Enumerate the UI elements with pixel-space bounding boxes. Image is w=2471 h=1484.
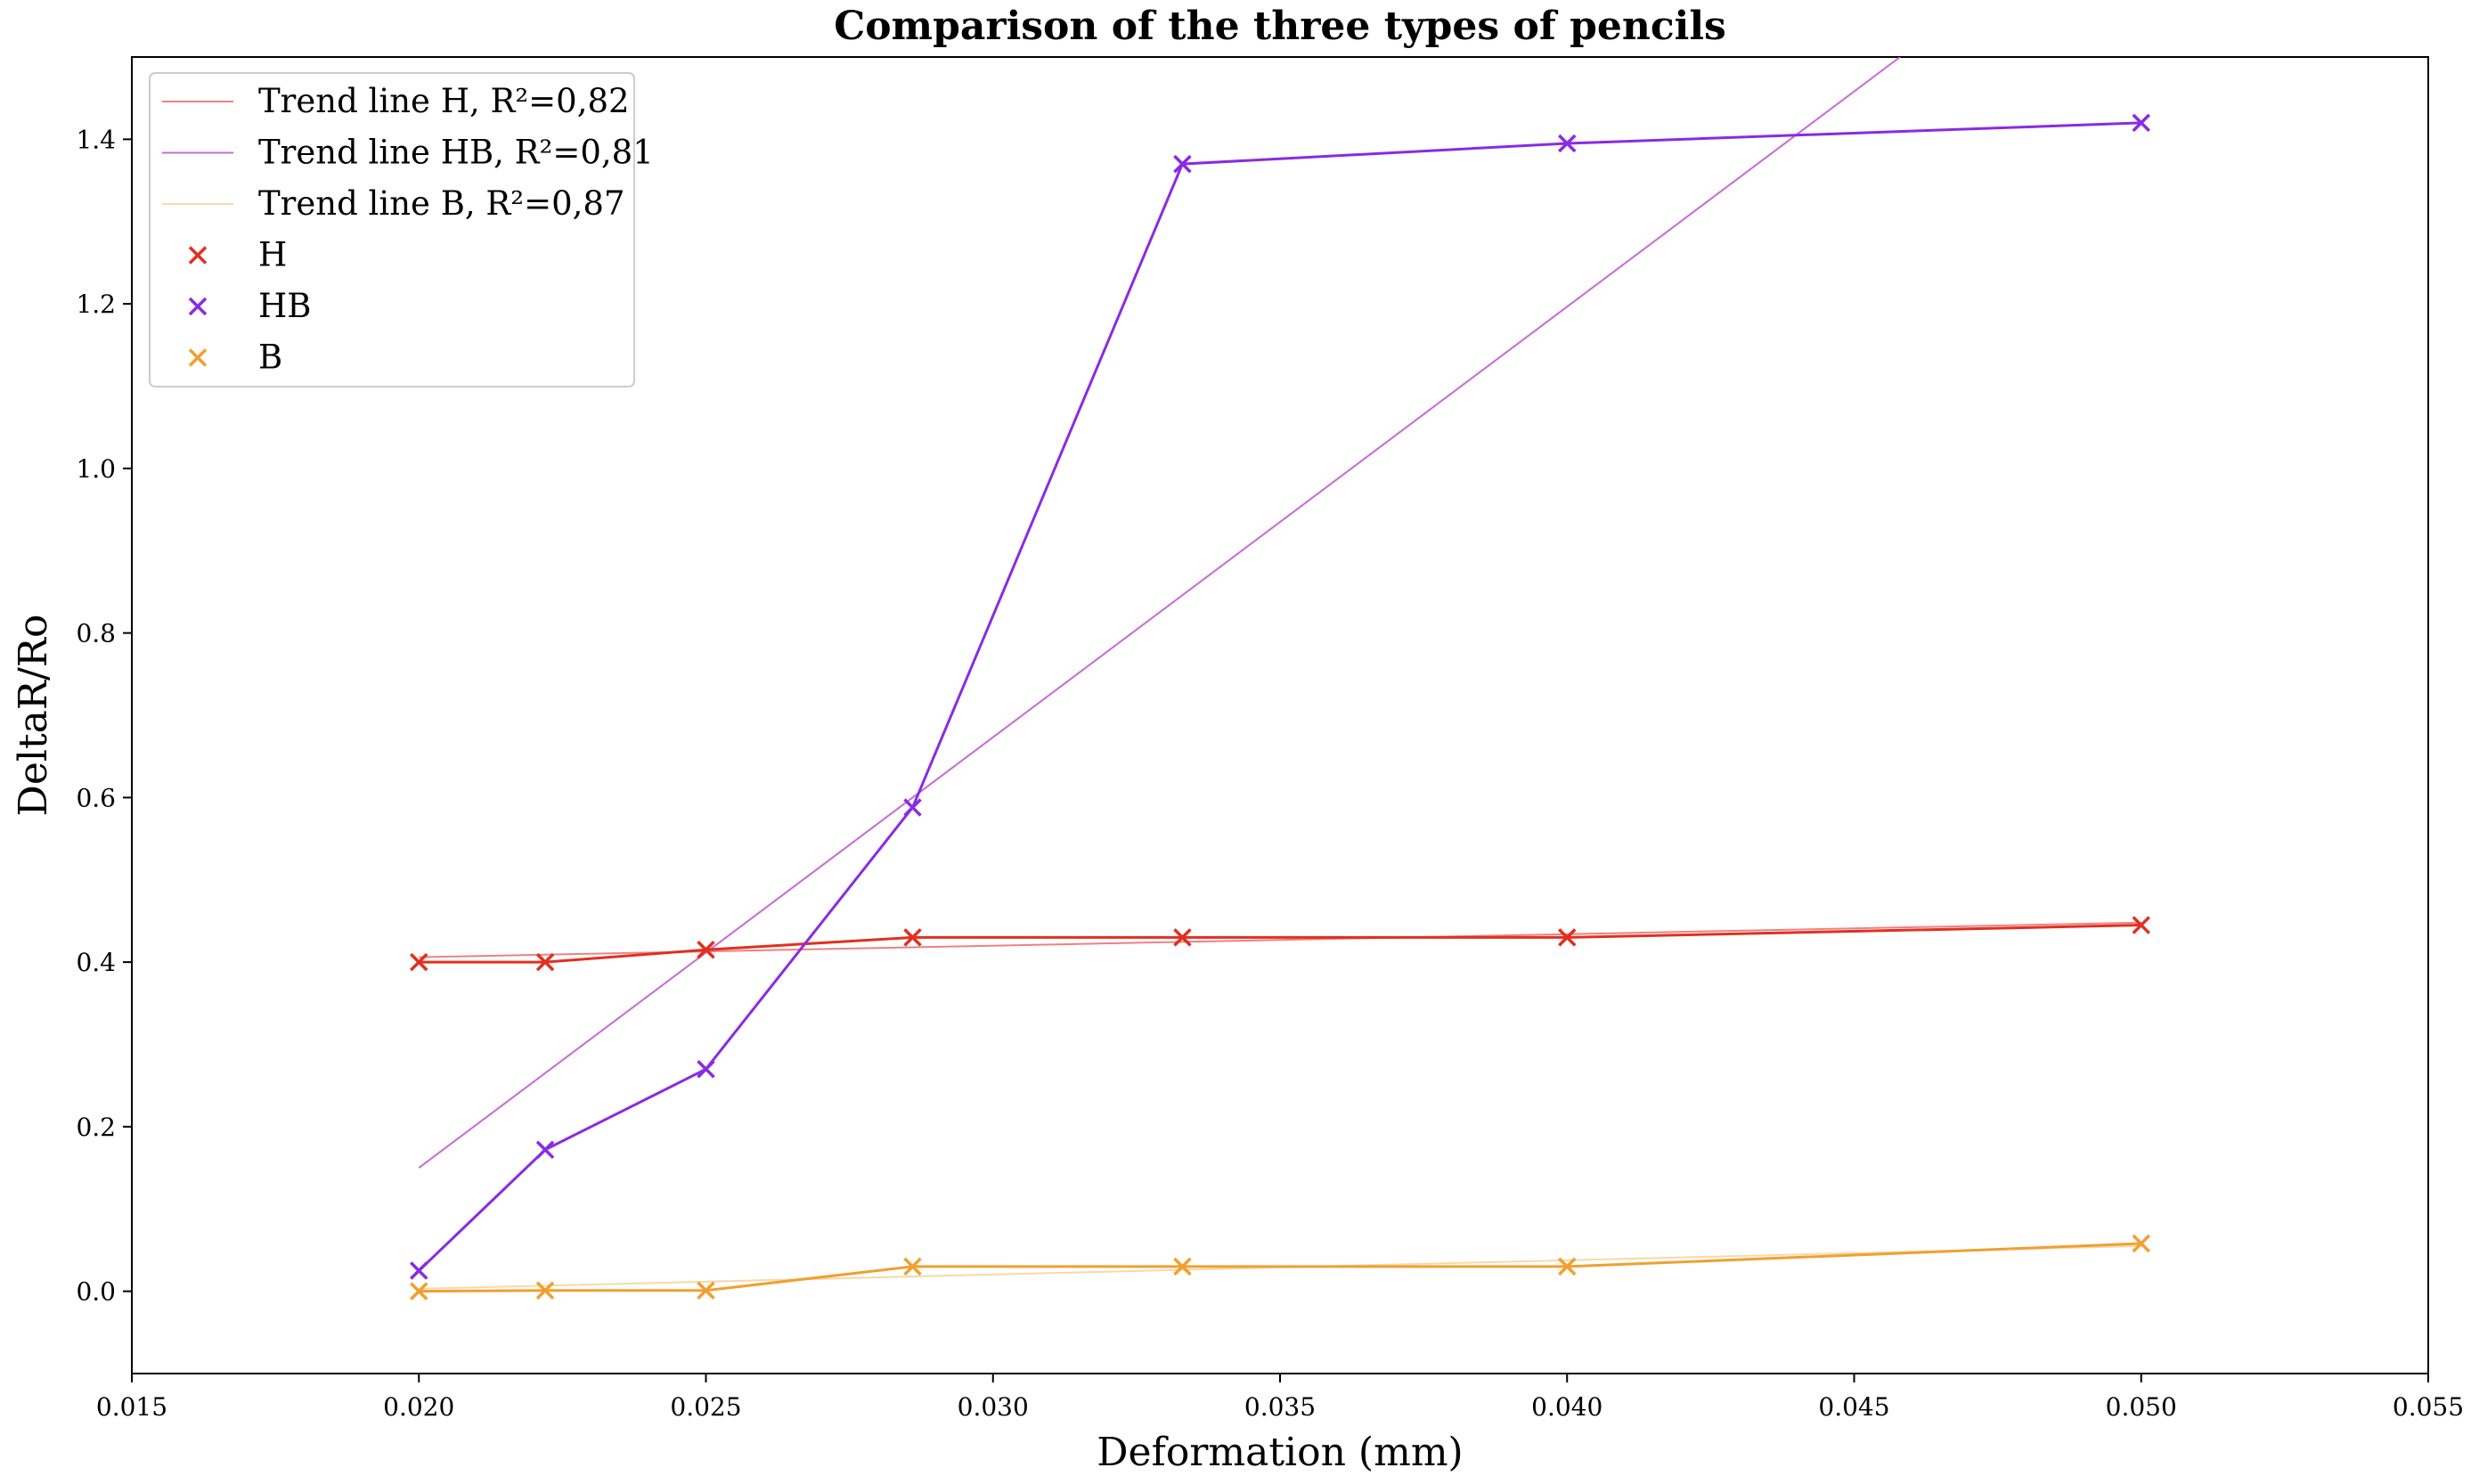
data-point-h [1558,928,1577,947]
x-tick-label: 0.020 [383,1392,454,1422]
x-tick-label: 0.055 [2393,1392,2464,1422]
marker-stroke [410,1282,428,1301]
data-point-b [697,1281,715,1300]
x-tick-label: 0.025 [670,1392,741,1422]
y-tick-label: 0.0 [76,1277,116,1307]
data-point-hb [535,1140,555,1159]
marker-stroke [2132,916,2150,934]
marker-stroke [1173,154,1192,174]
trend-line-1 [418,57,1901,1169]
data-point-b [410,1282,428,1301]
y-tick-label: 0.2 [76,1113,116,1142]
legend-box [149,72,635,387]
marker-stroke [2132,113,2150,133]
data-point-h [535,952,555,972]
data-point-hb [1173,154,1192,174]
marker-stroke [903,928,922,947]
x-tick-label: 0.035 [1244,1392,1316,1422]
legend-label-trend-2: Trend line B, R²=0,87 [258,184,624,223]
marker-stroke [1173,1257,1192,1276]
marker-stroke [410,1261,428,1280]
x-axis-label: Deformation (mm) [1097,1430,1463,1475]
x-tick-label: 0.040 [1531,1392,1602,1422]
legend-marker-h [188,246,208,265]
marker-stroke [410,952,428,972]
legend-items: Trend line H, R²=0,82 Trend line HB, R²=0… [162,82,654,377]
x-tick-label: 0.030 [958,1392,1029,1422]
marker-stroke [903,1257,922,1276]
data-point-h [410,952,428,972]
marker-stroke [535,1140,555,1159]
marker-stroke [535,952,555,972]
marker-stroke [188,297,208,316]
data-point-h [903,928,922,947]
legend-marker-hb [188,297,208,316]
chart-title: Comparison of the three types of pencils [834,4,1726,49]
x-tick-label: 0.015 [96,1392,167,1422]
data-point-h [1173,928,1192,947]
y-tick-label: 0.6 [76,783,116,812]
marker-stroke [2132,1234,2150,1253]
legend-label-b: B [258,338,282,377]
data-point-hb [1558,134,1577,153]
data-series [410,113,2150,1301]
data-point-b [903,1257,922,1276]
data-point-hb [410,1261,428,1280]
legend-label-trend-0: Trend line H, R²=0,82 [258,82,630,120]
data-point-b [1558,1257,1577,1276]
y-tick-label: 1.2 [76,289,116,319]
marker-stroke [697,1059,715,1079]
marker-stroke [1558,1257,1577,1276]
x-axis-ticks: 0.015 0.020 0.025 0.030 0.035 0.040 0.045 0.050… [96,1374,2464,1422]
data-point-h [2132,916,2150,934]
marker-stroke [1558,134,1577,153]
data-point-hb [2132,113,2150,133]
y-tick-label: 1.4 [76,125,116,154]
data-point-b [2132,1234,2150,1253]
legend-label-trend-1: Trend line HB, R²=0,81 [258,134,654,172]
legend-label-hb: HB [258,287,311,325]
marker-stroke [903,798,922,817]
y-tick-label: 0.4 [76,948,116,977]
x-tick-label: 0.050 [2106,1392,2177,1422]
y-axis-label: DeltaR/Ro [11,615,56,817]
legend: Trend line H, R²=0,82 Trend line HB, R²=0… [149,72,654,387]
marker-stroke [697,941,715,959]
marker-stroke [535,1281,555,1300]
data-point-hb [903,798,922,817]
y-axis-ticks: 0.0 0.2 0.4 0.6 0.8 1.0 1.2 1.4 [76,125,132,1307]
legend-marker-b [188,348,208,367]
y-tick-label: 0.8 [76,619,116,648]
data-point-hb [697,1059,715,1079]
x-tick-label: 0.045 [1818,1392,1889,1422]
marker-stroke [1558,928,1577,947]
marker-stroke [697,1281,715,1300]
data-point-b [1173,1257,1192,1276]
data-point-b [535,1281,555,1300]
marker-stroke [188,348,208,367]
data-point-h [697,941,715,959]
legend-label-h: H [258,236,287,274]
marker-stroke [1173,928,1192,947]
y-tick-label: 1.0 [76,454,116,484]
plot-area [131,56,2429,1374]
marker-stroke [188,246,208,265]
